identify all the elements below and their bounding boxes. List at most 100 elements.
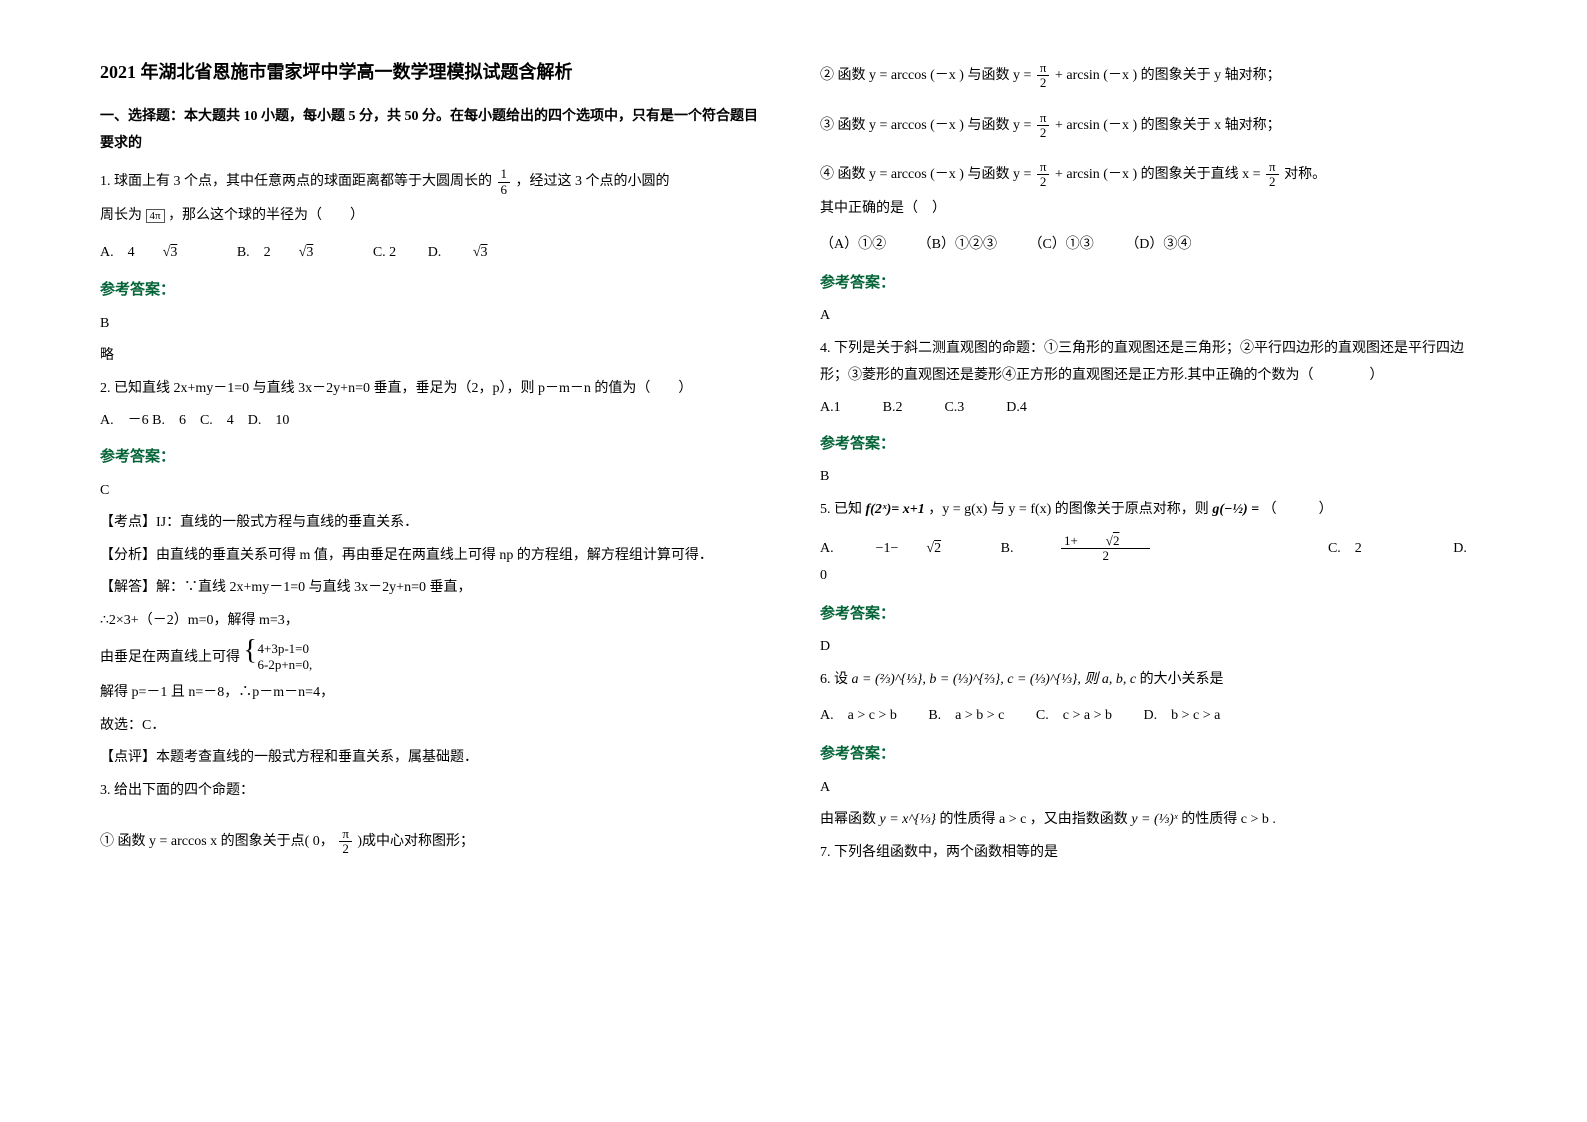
q7-stem: 7. 下列各组函数中，两个函数相等的是	[820, 840, 1480, 867]
q5-stem-c: （ ）	[1263, 502, 1333, 517]
q3-p2-den: 2	[1037, 76, 1050, 90]
q6-pow2: y = (⅓)ˣ	[1131, 812, 1181, 827]
q3-p4-num2: π	[1266, 160, 1279, 175]
q3-tail: 其中正确的是（ ）	[820, 196, 1480, 223]
q6-optC: C. c > a > b	[1036, 708, 1112, 723]
q3-optC: （C）①③	[1028, 237, 1093, 252]
q1-optA: A. 4√3	[100, 245, 205, 260]
q2-a7: 故选：C．	[100, 713, 760, 740]
q2-a4: ∴2×3+（－2）m=0，解得 m=3，	[100, 608, 760, 635]
q5-optA-a: A.	[820, 541, 848, 556]
q3-p4: ④ 函数 y = arccos (－x ) 与函数 y = π 2 + arcs…	[820, 160, 1480, 190]
q2-a3: 【解答】解：∵直线 2x+my－1=0 与直线 3x－2y+n=0 垂直，	[100, 575, 760, 602]
q6-optB: B. a > b > c	[928, 708, 1004, 723]
q1-options: A. 4√3 B. 2√3 C. 2 D. √3	[100, 240, 760, 267]
q2-a1: 【考点】IJ：直线的一般式方程与直线的垂直关系．	[100, 510, 760, 537]
q3-options: （A）①② （B）①②③ （C）①③ （D）③④	[820, 232, 1480, 259]
q5-stem-a: 5. 已知	[820, 502, 862, 517]
q1-optB-pre: B. 2	[237, 245, 271, 260]
q1-line2-b: ，那么这个球的半径为（ ）	[168, 208, 364, 223]
q3-p4-den1: 2	[1037, 175, 1050, 189]
q3-p4-frac2: π 2	[1266, 160, 1279, 190]
q1-optA-rad: 3	[170, 245, 177, 260]
q3-p3-b: + arcsin (－x ) 的图象关于 x 轴对称；	[1055, 118, 1281, 133]
q5-options: A. −1−√2 B. 1+√2 2 C. 2 D. 0	[820, 534, 1480, 590]
q2-opts: A. －6 B. 6 C. 4 D. 10	[100, 408, 760, 435]
q2-answer-label: 参考答案：	[100, 443, 760, 472]
q3-p4-c: 对称。	[1284, 167, 1326, 182]
q3-p1: ① 函数 y = arccos x 的图象关于点( 0， π 2 )成中心对称图…	[100, 827, 760, 857]
q3-p4-num1: π	[1037, 160, 1050, 175]
q5-optB-frac: 1+√2 2	[1061, 534, 1178, 564]
q5-optC: C. 2	[1328, 541, 1362, 556]
q6-optA: A. a > c > b	[820, 708, 897, 723]
q6-answer-label: 参考答案：	[820, 740, 1480, 769]
q3-p1-den: 2	[339, 842, 352, 856]
q5-optB-num: 1+√2	[1061, 534, 1150, 549]
q6-pow1: y = x^{⅓}	[880, 812, 940, 827]
q2-stem: 2. 已知直线 2x+my－1=0 与直线 3x－2y+n=0 垂直，垂足为（2…	[100, 376, 760, 403]
q1-answer-label: 参考答案：	[100, 276, 760, 305]
q2-a5-a: 由垂足在两直线上可得	[100, 650, 240, 665]
q1-optB-rad: 3	[306, 245, 313, 260]
q1-optC: C. 2	[373, 245, 396, 260]
q3-p4-frac1: π 2	[1037, 160, 1050, 190]
q5-answer-label: 参考答案：	[820, 600, 1480, 629]
q3-p2-num: π	[1037, 61, 1050, 76]
q3-p3: ③ 函数 y = arccos (－x ) 与函数 y = π 2 + arcs…	[820, 111, 1480, 141]
page-title: 2021 年湖北省恩施市雷家坪中学高一数学理模拟试题含解析	[100, 55, 760, 89]
q1-optB: B. 2√3	[237, 245, 342, 260]
q1-optD-pre: D.	[428, 245, 445, 260]
q6-options: A. a > c > b B. a > b > c C. c > a > b D…	[820, 703, 1480, 730]
q5-answer: D	[820, 634, 1480, 661]
q4-opts: A.1 B.2 C.3 D.4	[820, 395, 1480, 422]
q3-answer-label: 参考答案：	[820, 269, 1480, 298]
q5-optA-b: −1−	[876, 541, 899, 556]
q3-optB: （B）①②③	[918, 237, 997, 252]
q6-optD: D. b > c > a	[1143, 708, 1220, 723]
q1-optA-pre: A. 4	[100, 245, 135, 260]
q3-p3-a: ③ 函数 y = arccos (－x ) 与函数 y =	[820, 118, 1035, 133]
q5-optB-a: B.	[1001, 541, 1028, 556]
q5-g: g(−½) =	[1212, 502, 1259, 517]
q3-p2-a: ② 函数 y = arccos (－x ) 与函数 y =	[820, 68, 1035, 83]
q1-frac-den: 6	[498, 183, 511, 197]
q1-frac: 1 6	[498, 167, 511, 197]
q3-optA: （A）①②	[820, 237, 886, 252]
q3-p4-den2: 2	[1266, 175, 1279, 189]
q3-p3-den: 2	[1037, 126, 1050, 140]
q6-expl-b: 的性质得 a > c ，又由指数函数	[939, 812, 1127, 827]
q5-optB-den: 2	[1061, 549, 1150, 563]
q2-a8: 【点评】本题考查直线的一般式方程和垂直关系，属基础题．	[100, 745, 760, 772]
q3-p1-num: π	[339, 827, 352, 842]
q3-optD: （D）③④	[1125, 237, 1191, 252]
q6-stem-b: 的大小关系是	[1140, 672, 1224, 687]
q3-p2-b: + arcsin (－x ) 的图象关于 y 轴对称；	[1055, 68, 1281, 83]
q3-p1-b: )成中心对称图形；	[357, 834, 474, 849]
q5-optB-b: 1+	[1064, 533, 1078, 548]
q2-system: 4+3p-1=0 6-2p+n=0,	[244, 641, 313, 675]
q6-stem-a: 6. 设	[820, 672, 848, 687]
q3-head: 3. 给出下面的四个命题：	[100, 778, 760, 805]
q3-p3-frac: π 2	[1037, 111, 1050, 141]
q3-p4-a: ④ 函数 y = arccos (－x ) 与函数 y =	[820, 167, 1035, 182]
q6-stem: 6. 设 a = (⅔)^{⅓}, b = (⅓)^{⅔}, c = (⅓)^{…	[820, 667, 1480, 694]
q2-a2: 【分析】由直线的垂直关系可得 m 值，再由垂足在两直线上可得 np 的方程组，解…	[100, 543, 760, 570]
q1-line1: 1. 球面上有 3 个点，其中任意两点的球面距离都等于大圆周长的 1 6 ，经过…	[100, 167, 760, 197]
q2-a5: 由垂足在两直线上可得 4+3p-1=0 6-2p+n=0,	[100, 641, 760, 675]
q6-expl-a: 由幂函数	[820, 812, 876, 827]
q3-p1-a: ① 函数 y = arccos x 的图象关于点( 0，	[100, 829, 334, 856]
q1-answer: B	[100, 311, 760, 338]
q3-p3-num: π	[1037, 111, 1050, 126]
q1-line1-b: ，经过这 3 个点的小圆的	[516, 174, 670, 189]
q2-a6: 解得 p=－1 且 n=－8，∴p－m－n=4，	[100, 680, 760, 707]
q2-sys2: 6-2p+n=0,	[258, 657, 313, 674]
q5-optA-rad: 2	[934, 541, 941, 556]
q2-sys1: 4+3p-1=0	[258, 641, 313, 658]
q3-answer: A	[820, 303, 1480, 330]
q5-stem: 5. 已知 f(2ˣ)= x+1 ，y = g(x) 与 y = f(x) 的图…	[820, 497, 1480, 524]
q6-answer: A	[820, 775, 1480, 802]
q3-p2: ② 函数 y = arccos (－x ) 与函数 y = π 2 + arcs…	[820, 61, 1480, 91]
q1-line2: 周长为 4π ，那么这个球的半径为（ ）	[100, 203, 760, 230]
q5-f2x: f(2ˣ)= x+1	[866, 502, 925, 517]
